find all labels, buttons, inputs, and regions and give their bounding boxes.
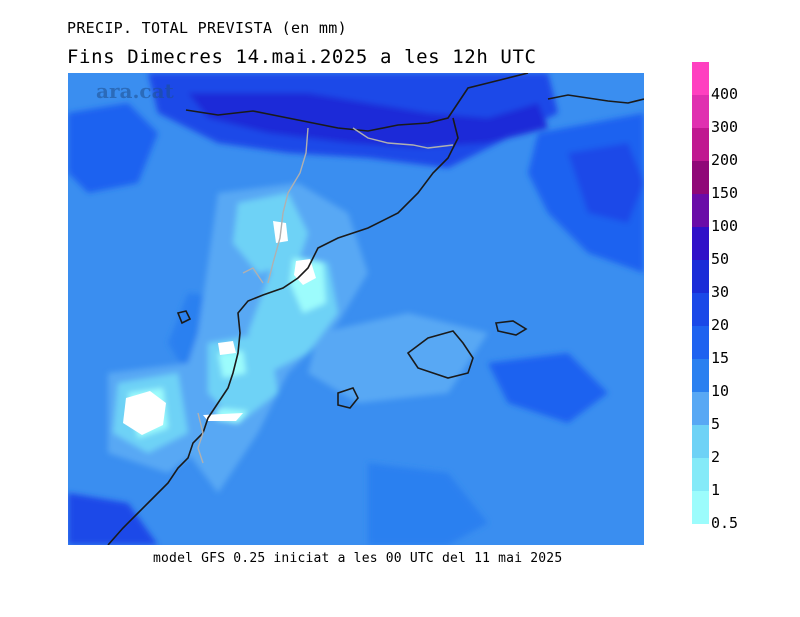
legend-swatch bbox=[692, 62, 709, 95]
legend-swatch bbox=[692, 128, 709, 161]
legend-swatch bbox=[692, 95, 709, 128]
legend-label: 150 bbox=[711, 184, 739, 202]
model-run-info: model GFS 0.25 iniciat a les 00 UTC del … bbox=[153, 551, 563, 566]
legend-swatch bbox=[692, 491, 709, 524]
menorca-outline bbox=[495, 320, 528, 336]
map-subtitle: Fins Dimecres 14.mai.2025 a les 12h UTC bbox=[67, 46, 537, 68]
legend-label: 300 bbox=[711, 118, 739, 136]
legend-label: 50 bbox=[711, 250, 730, 268]
legend-label: 15 bbox=[711, 349, 730, 367]
no-precip-patch-4 bbox=[218, 341, 236, 355]
legend-label: 30 bbox=[711, 283, 730, 301]
columbretes-outline bbox=[176, 310, 192, 325]
legend-swatch bbox=[692, 458, 709, 491]
legend-label: 400 bbox=[711, 85, 739, 103]
precip-zone-northwest bbox=[68, 103, 158, 193]
legend-swatch bbox=[692, 161, 709, 194]
watermark-logo: ara.cat bbox=[96, 79, 174, 103]
mallorca-outline bbox=[406, 330, 474, 379]
precip-zone-south bbox=[368, 463, 488, 545]
precipitation-map bbox=[68, 73, 644, 545]
legend-label: 20 bbox=[711, 316, 730, 334]
color-legend: 400 300 200 150 100 50 30 20 15 10 5 2 1… bbox=[692, 62, 782, 532]
legend-swatch bbox=[692, 392, 709, 425]
ibiza-outline bbox=[337, 387, 359, 409]
precip-zone-sea-light bbox=[308, 313, 488, 403]
precip-zone-north-heaviest bbox=[188, 93, 548, 148]
precip-zone-lightest-3 bbox=[218, 351, 246, 378]
precip-zone-lighter-1 bbox=[233, 193, 308, 273]
legend-label: 10 bbox=[711, 382, 730, 400]
legend-swatch bbox=[692, 425, 709, 458]
precip-zone-southwest-heavy bbox=[68, 493, 158, 545]
coastline bbox=[107, 73, 644, 545]
map-title: PRECIP. TOTAL PREVISTA (en mm) bbox=[67, 19, 347, 37]
precip-zone-balearic bbox=[488, 353, 608, 423]
legend-label: 2 bbox=[711, 448, 721, 466]
legend-label: 0.5 bbox=[711, 514, 739, 532]
legend-label: 200 bbox=[711, 151, 739, 169]
legend-swatch bbox=[692, 359, 709, 392]
legend-label: 1 bbox=[711, 481, 721, 499]
no-precip-patch-5 bbox=[203, 413, 243, 421]
legend-swatch bbox=[692, 326, 709, 359]
political-borders bbox=[197, 127, 454, 464]
legend-swatch bbox=[692, 194, 709, 227]
legend-swatch bbox=[692, 293, 709, 326]
precip-zone-east-heavy bbox=[568, 143, 644, 223]
legend-label: 100 bbox=[711, 217, 739, 235]
legend-swatch bbox=[692, 227, 709, 260]
legend-swatch bbox=[692, 260, 709, 293]
no-precip-patch-1 bbox=[123, 391, 166, 435]
legend-label: 5 bbox=[711, 415, 721, 433]
